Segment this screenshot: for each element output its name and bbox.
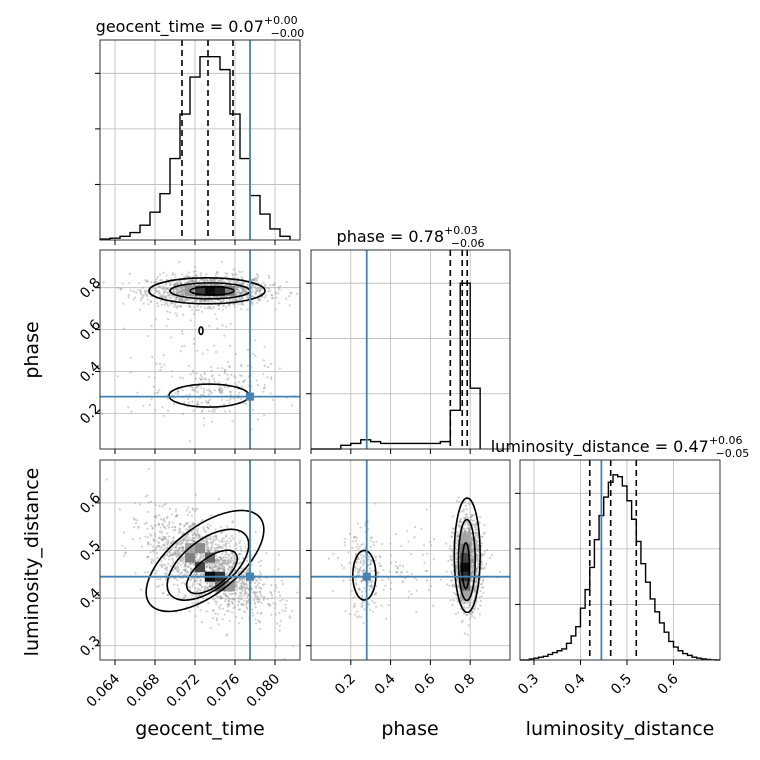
plot-area [100, 250, 300, 449]
density-cell-6 [460, 590, 471, 601]
x-tick-label-2: 0.072 [164, 671, 204, 711]
histogram-step [311, 282, 481, 450]
axis-labels: geocent_time phase luminosity_distancephas… [21, 321, 714, 740]
hist-title: phase = 0.78+0.03 −0.06 [337, 224, 485, 250]
contour-level-3-2 [461, 542, 471, 590]
density-cell-3 [225, 285, 235, 296]
x-tick-label-1: 0.4 [562, 671, 589, 698]
x-tick-label-1: 0.068 [124, 671, 164, 711]
density-cell-4 [185, 552, 195, 563]
title-upper-error: +0.03 [444, 224, 478, 237]
title-upper-error: +0.06 [709, 434, 743, 447]
density-cell-0 [460, 562, 471, 573]
panel-hist-geocent_time: geocent_time = 0.07+0.00 −0.00 [95, 14, 304, 245]
panel-frame [310, 459, 511, 661]
x-tick-label-4: 0.080 [244, 671, 284, 711]
histogram-step [520, 474, 720, 661]
title-value: phase = 0.78 [337, 227, 444, 246]
density-cell-2 [460, 552, 471, 563]
x-axis-label-phase: phase [381, 718, 438, 740]
title-value: geocent_time = 0.07 [96, 17, 264, 37]
density-cell-6 [195, 543, 205, 554]
hist-title: luminosity_distance = 0.47+0.06 −0.05 [491, 434, 750, 460]
title-lower-error: −0.06 [451, 237, 485, 250]
contour-level-1-0 [453, 497, 481, 614]
contour-level-2-1 [166, 528, 250, 601]
contour-level-3-2 [185, 549, 239, 595]
panel-hist-phase: phase = 0.78+0.03 −0.06 [306, 224, 511, 454]
x-tick-label-3: 0.6 [655, 671, 682, 698]
panel-frame [99, 39, 301, 241]
contour-level-3-2 [189, 285, 235, 296]
truth-marker [246, 572, 254, 581]
contour-level-1-0 [145, 509, 265, 613]
density-cell-2 [195, 562, 205, 573]
x-axis-label-geocent_time: geocent_time [135, 718, 264, 740]
contour-level-1-4 [198, 326, 204, 336]
contour-level-1-3 [351, 549, 377, 601]
x-tick-label-0: 0.2 [332, 671, 359, 698]
title-lower-error: −0.00 [271, 27, 305, 40]
density-cell-7 [225, 581, 235, 592]
x-tick-label-2: 0.5 [608, 671, 635, 698]
scatter-points [105, 467, 299, 660]
density-cell-0 [205, 285, 215, 296]
panel-scatter-phase-luminosity_distance: 0.2 0.4 0.6 0.8 [306, 459, 511, 698]
x-tick-label-0: 0.3 [515, 671, 542, 698]
x-tick-label-2: 0.6 [412, 671, 439, 698]
density-cell-3 [205, 552, 215, 563]
density-cell-4 [460, 581, 471, 592]
title-value: luminosity_distance = 0.47 [491, 437, 709, 457]
x-tick-label-1: 0.4 [372, 671, 399, 698]
panel-frame [99, 249, 301, 450]
plot-area [311, 460, 510, 660]
x-tick-label-3: 0.076 [204, 671, 244, 711]
x-axis-label-luminosity_distance: luminosity_distance [526, 718, 715, 740]
title-lower-error: −0.05 [716, 447, 750, 460]
contour-level-2-1 [457, 518, 476, 602]
contour-level-1-0 [148, 277, 266, 305]
density-cell-1 [215, 285, 225, 296]
density-cell-3 [460, 543, 471, 554]
panel-hist-luminosity_distance: 0.3 0.4 0.5 0.6 luminosity_distance = 0.47+0… [491, 434, 750, 698]
x-tick-label-3: 0.8 [451, 671, 478, 698]
plot-area [100, 460, 300, 660]
hist-title: geocent_time = 0.07+0.00 −0.00 [96, 14, 305, 40]
y-axis-label-luminosity_distance: luminosity_distance [21, 468, 43, 657]
panel-scatter-geocent_time-phase: 0.20.40.60.8 [77, 249, 301, 454]
histogram-step [99, 55, 291, 240]
density-cell-2 [195, 285, 205, 296]
truth-marker [362, 572, 371, 581]
density-cell-5 [460, 533, 471, 544]
truth-marker [246, 392, 254, 401]
y-axis-label-phase: phase [21, 321, 43, 378]
title-upper-error: +0.00 [264, 14, 298, 27]
panel-frame [519, 459, 721, 661]
panel-frame [99, 459, 301, 661]
panel-frame [310, 249, 511, 450]
x-tick-label-0: 0.064 [84, 671, 124, 711]
